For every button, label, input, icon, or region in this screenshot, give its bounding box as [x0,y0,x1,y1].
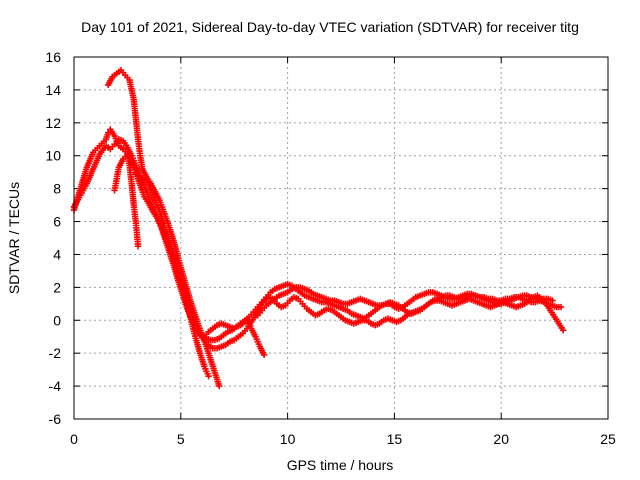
chart-title: Day 101 of 2021, Sidereal Day-to-day VTE… [81,19,579,35]
data-point [104,129,112,136]
x-tick-label: 20 [493,431,509,447]
plot-frame [73,56,609,420]
y-tick-label: 4 [53,246,61,262]
x-tick-label: 15 [387,431,403,447]
x-tick-label: 0 [70,431,78,447]
series-track-7 [254,284,556,319]
y-tick-label: -2 [49,345,62,361]
y-tick-label: -4 [49,378,62,394]
series-track-4 [111,150,142,250]
y-tick-label: 14 [45,82,61,98]
data-point [205,373,212,380]
data-point [559,326,567,334]
y-tick-label: 2 [53,279,61,295]
y-tick-label: 10 [45,148,61,164]
x-axis-label: GPS time / hours [287,457,394,473]
x-tick-label: 25 [600,431,616,447]
y-axis-label: SDTVAR / TECUs [6,182,22,294]
y-tick-label: 8 [53,181,61,197]
y-tick-label: 16 [45,49,61,65]
data-point [557,303,565,311]
y-tick-label: 6 [53,214,61,230]
y-tick-label: 0 [53,312,61,328]
data-point [134,243,142,250]
tick-labels: 0 5 10 15 20 25 -6 -4 -2 0 2 4 6 8 10 12 14 16 [45,49,616,447]
data-points [70,66,567,390]
grid-lines [74,57,608,419]
y-tick-label: 12 [45,115,61,131]
x-tick-label: 10 [280,431,296,447]
data-point [549,297,556,304]
data-point [260,351,268,359]
y-tick-label: -6 [49,411,62,427]
x-tick-label: 5 [177,431,185,447]
data-point [216,382,223,390]
